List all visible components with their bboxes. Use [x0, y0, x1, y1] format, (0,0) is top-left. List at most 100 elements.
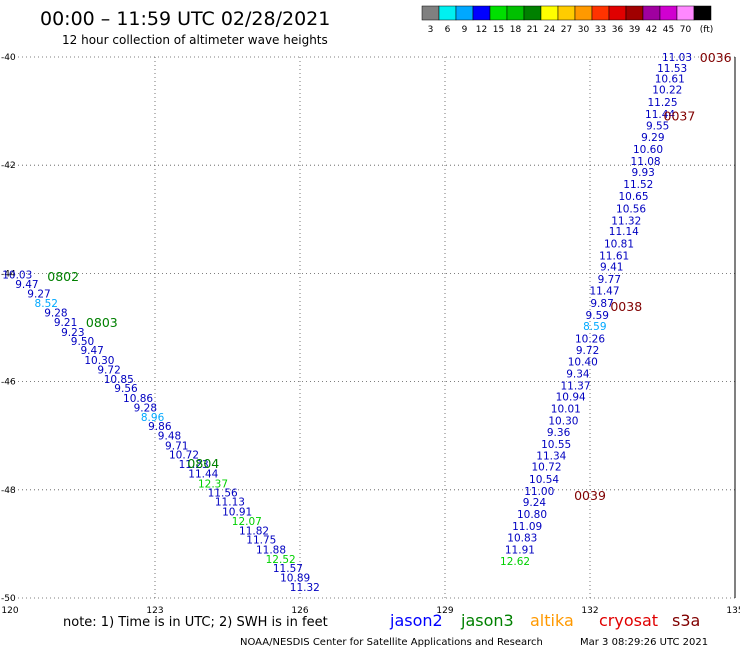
wave-height-label: 9.23: [61, 327, 84, 339]
pass-number-label: 0802: [47, 269, 79, 284]
legend-s3a: s3a: [672, 611, 700, 630]
wave-height-label: 11.56: [208, 488, 238, 500]
legend-cryosat: cryosat: [599, 611, 658, 630]
colorbar-label: 42: [646, 25, 657, 35]
pass-number-label: 0037: [664, 108, 696, 123]
wave-height-label: 11.88: [256, 544, 286, 556]
wave-height-label: 12.62: [500, 556, 530, 568]
wave-height-label: 10.72: [531, 462, 561, 474]
colorbar-label: 3: [428, 25, 434, 35]
wave-height-label: 10.30: [84, 355, 114, 367]
colorbar-label: 39: [629, 25, 641, 35]
legend-altika: altika: [530, 611, 574, 630]
wave-height-label: 9.77: [598, 274, 621, 286]
wave-height-label: 9.87: [590, 298, 613, 310]
wave-height-label: 12.52: [266, 554, 296, 566]
wave-height-label: 10.60: [633, 144, 663, 156]
x-tick-label: 135: [726, 606, 740, 616]
wave-height-label: 11.44: [645, 109, 675, 121]
colorbar-swatch: [540, 5, 559, 21]
wave-height-label: 10.01: [551, 404, 581, 416]
colorbar-swatch: [625, 5, 644, 21]
wave-height-label: 9.27: [27, 288, 50, 300]
wave-height-label: 10.83: [507, 532, 537, 544]
colorbar-swatch: [489, 5, 508, 21]
chart-subtitle: 12 hour collection of altimeter wave hei…: [62, 33, 328, 47]
series-cryosat: 11.0311.5310.6110.2211.2511.449.559.2910…: [500, 50, 732, 568]
wave-height-label: 11.14: [609, 226, 639, 238]
wave-height-label: 10.65: [618, 191, 648, 203]
wave-height-label: 12.07: [232, 516, 262, 528]
wave-height-label: 11.03: [662, 52, 692, 64]
colorbar-swatch: [523, 5, 542, 21]
colorbar-label: 12: [476, 25, 487, 35]
colorbar-swatch: [659, 5, 678, 21]
wave-height-label: 11.91: [505, 544, 535, 556]
y-tick-label: -44: [1, 269, 16, 279]
legend-jason3: jason3: [460, 611, 514, 630]
wave-height-label: 10.61: [655, 74, 685, 86]
pass-number-label: 0804: [187, 456, 219, 471]
chart-title: 00:00 – 11:59 UTC 02/28/2021: [40, 8, 330, 30]
wave-height-label: 12.37: [198, 478, 228, 490]
colorbar-swatch: [642, 5, 661, 21]
wave-height-label: 8.59: [583, 321, 606, 333]
wave-height-label: 11.32: [290, 582, 320, 594]
wave-height-label: 11.44: [188, 469, 218, 481]
wave-height-label: 9.72: [97, 365, 120, 377]
y-tick-label: -48: [1, 486, 16, 496]
wave-height-label: 9.56: [114, 383, 138, 395]
colorbar-swatch: [455, 5, 474, 21]
wave-height-label: 9.86: [148, 421, 172, 433]
colorbar-swatch: [506, 5, 525, 21]
y-tick-label: -40: [1, 53, 16, 63]
colorbar-swatch: [557, 5, 576, 21]
wave-height-label: 11.37: [560, 380, 590, 392]
x-tick-label: 132: [581, 606, 598, 616]
wave-height-label: 9.47: [15, 279, 38, 291]
wave-height-label: 11.82: [239, 525, 269, 537]
wave-height-label: 11.00: [524, 486, 554, 498]
wave-height-label: 9.36: [547, 427, 571, 439]
wave-height-label: 10.54: [529, 474, 559, 486]
x-tick-label: 123: [146, 606, 163, 616]
colorbar-swatch: [608, 5, 627, 21]
wave-height-label: 10.81: [604, 239, 634, 251]
colorbar-label: 45: [663, 25, 674, 35]
credit-text: NOAA/NESDIS Center for Satellite Applica…: [240, 637, 543, 648]
wave-height-label: 11.53: [657, 63, 687, 75]
wave-height-label: 10.86: [123, 393, 153, 405]
pass-number-label: 0039: [574, 488, 606, 503]
wave-height-label: 9.29: [641, 132, 664, 144]
wave-height-label: 11.23: [179, 459, 209, 471]
pass-number-label: 0036: [700, 50, 732, 65]
x-tick-label: 120: [1, 606, 18, 616]
wave-height-label: 11.32: [611, 215, 641, 227]
wave-height-label: 9.47: [80, 345, 103, 357]
wave-height-label: 11.61: [599, 251, 629, 263]
colorbar-label: 18: [510, 25, 522, 35]
wave-height-label: 9.55: [646, 121, 669, 133]
colorbar-swatch: [472, 5, 491, 21]
wave-height-label: 9.59: [586, 310, 609, 322]
wave-height-label: 11.13: [215, 497, 245, 509]
wave-height-label: 9.72: [576, 345, 599, 357]
wave-height-label: 10.80: [517, 509, 547, 521]
colorbar-label: 15: [493, 25, 504, 35]
series-jason3: 10.039.479.278.529.289.219.239.509.4710.…: [2, 269, 320, 594]
wave-height-label: 9.50: [71, 336, 94, 348]
wave-height-label: 9.71: [165, 440, 188, 452]
x-tick-label: 129: [436, 606, 453, 616]
wave-height-label: 9.34: [566, 368, 590, 380]
legend: note: 1) Time is in UTC; 2) SWH is in fe…: [63, 611, 700, 630]
wave-height-label: 11.34: [536, 451, 566, 463]
colorbar-swatch: [574, 5, 593, 21]
wave-height-label: 11.57: [273, 563, 303, 575]
wave-height-label: 10.56: [616, 203, 646, 215]
wave-height-label: 9.24: [523, 497, 547, 509]
colorbar: 3 6 9 12 15 18 21 24 27 30 33 36 39 42 45 70 (ft): [421, 5, 713, 35]
wave-height-label: 11.09: [512, 521, 542, 533]
note-text: note: 1) Time is in UTC; 2) SWH is in fe…: [63, 615, 328, 630]
